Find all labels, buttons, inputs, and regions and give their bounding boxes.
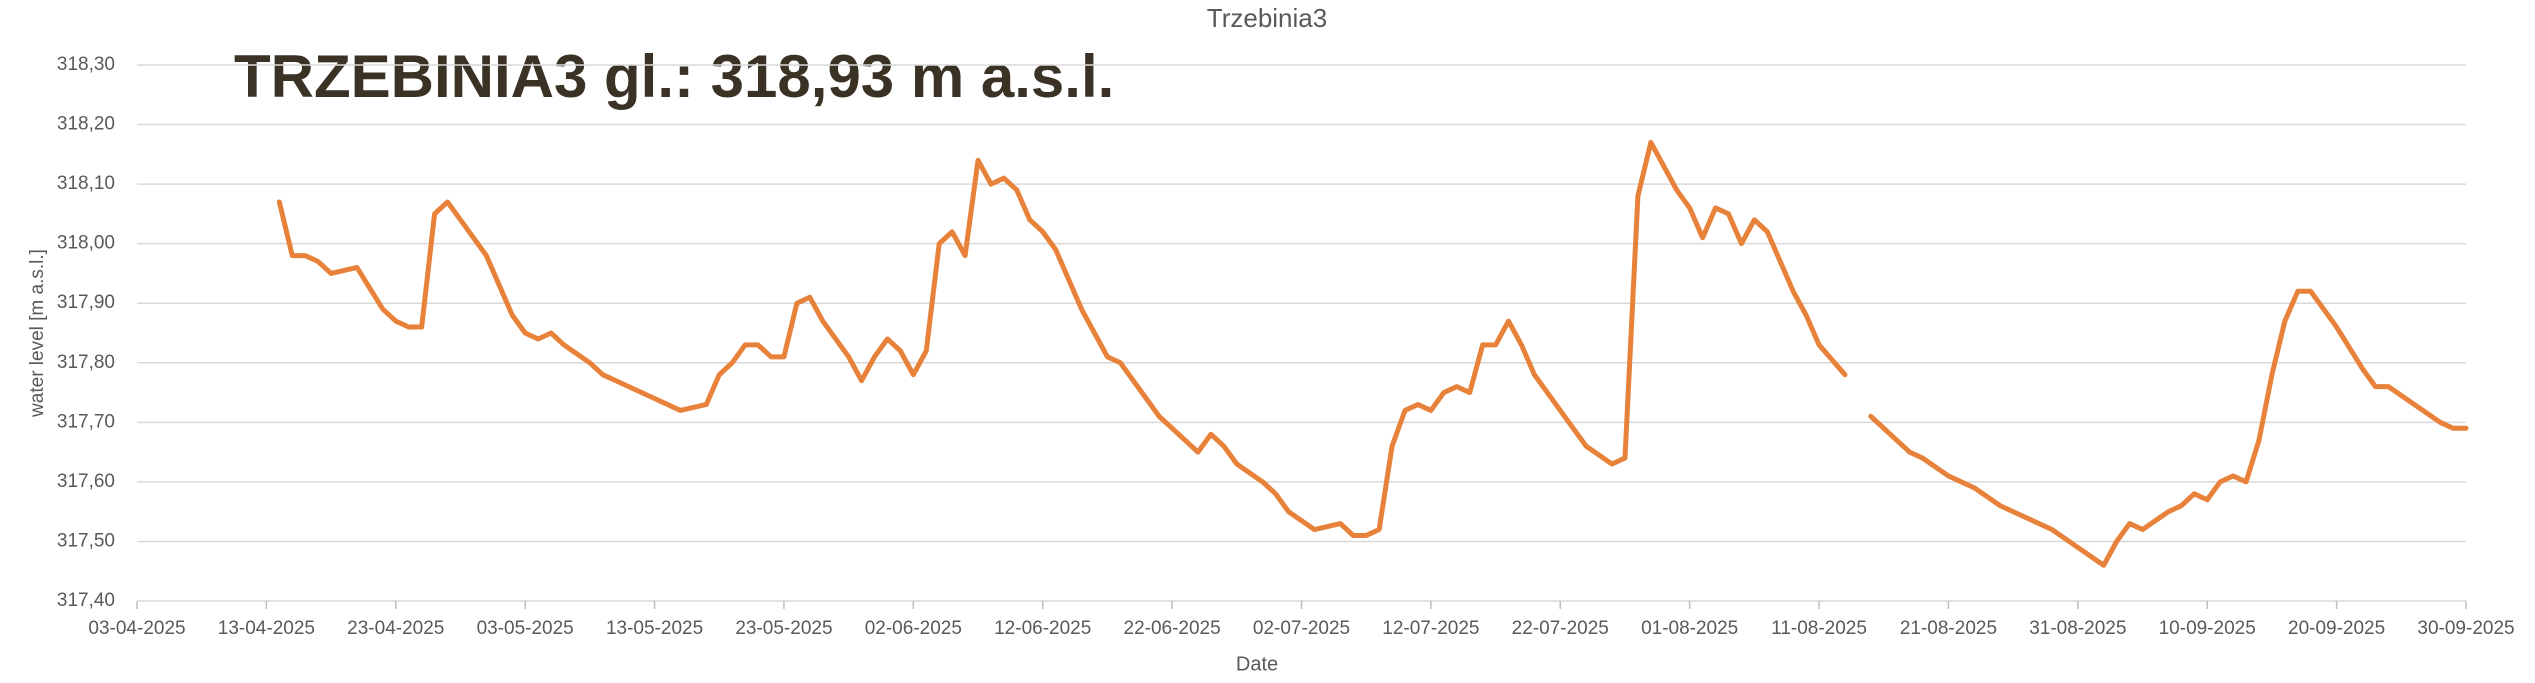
x-tick-label: 13-05-2025 (606, 618, 703, 639)
x-tick-label: 23-05-2025 (735, 618, 832, 639)
y-tick-label: 318,20 (57, 114, 115, 135)
y-axis-label: water level [m a.s.l.] (27, 249, 48, 418)
y-tick-label: 317,40 (57, 590, 115, 611)
y-tick-label: 317,90 (57, 292, 115, 313)
y-tick-label: 318,10 (57, 173, 115, 194)
x-tick-label: 31-08-2025 (2029, 618, 2126, 639)
y-tick-label: 317,70 (57, 411, 115, 432)
x-tick-label: 03-04-2025 (88, 618, 185, 639)
x-tick-label: 22-06-2025 (1124, 618, 1221, 639)
x-axis-label: Date (1236, 653, 1278, 675)
x-tick-label: 11-08-2025 (1771, 618, 1867, 639)
x-tick-label: 12-07-2025 (1382, 618, 1479, 639)
y-tick-label: 317,80 (57, 352, 115, 373)
x-tick-label: 10-09-2025 (2159, 618, 2256, 639)
x-tick-label: 30-09-2025 (2417, 618, 2514, 639)
x-tick-label: 02-07-2025 (1253, 618, 1350, 639)
y-tick-label: 318,00 (57, 233, 115, 254)
y-tick-label: 318,30 (57, 54, 115, 75)
x-tick-label: 02-06-2025 (865, 618, 962, 639)
x-tick-label: 20-09-2025 (2288, 618, 2385, 639)
x-tick-label: 03-05-2025 (477, 618, 574, 639)
x-tick-label: 13-04-2025 (218, 618, 315, 639)
y-tick-label: 317,50 (57, 530, 115, 551)
y-tick-label: 317,60 (57, 471, 115, 492)
x-tick-label: 23-04-2025 (347, 618, 444, 639)
x-tick-label: 01-08-2025 (1641, 618, 1738, 639)
x-tick-label: 12-06-2025 (994, 618, 1091, 639)
x-tick-label: 22-07-2025 (1512, 618, 1609, 639)
data-line (276, 139, 2469, 568)
chart-title: Trzebinia3 (1207, 3, 1327, 33)
annotation: TRZEBINIA3 gl.: 318,93 m a.s.l. (234, 43, 1114, 110)
x-tick-label: 21-08-2025 (1900, 618, 1997, 639)
